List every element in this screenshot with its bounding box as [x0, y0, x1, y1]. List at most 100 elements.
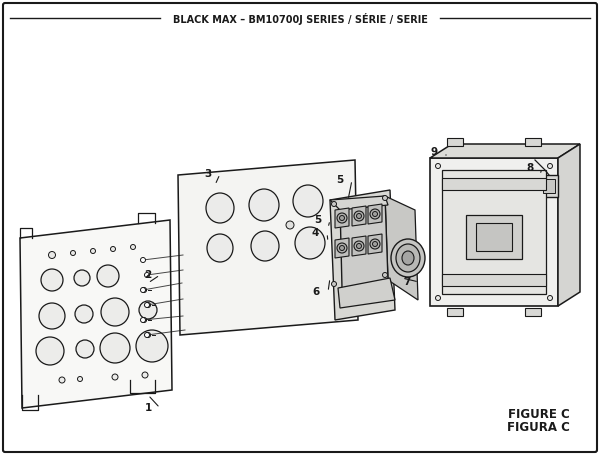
Ellipse shape [340, 246, 344, 251]
Ellipse shape [49, 252, 56, 258]
Ellipse shape [249, 189, 279, 221]
Polygon shape [340, 196, 388, 288]
Polygon shape [430, 144, 580, 158]
Ellipse shape [145, 303, 149, 308]
Polygon shape [525, 308, 541, 316]
Ellipse shape [76, 340, 94, 358]
Ellipse shape [142, 288, 146, 293]
Ellipse shape [548, 295, 553, 300]
Polygon shape [20, 220, 172, 408]
Ellipse shape [39, 303, 65, 329]
Polygon shape [543, 179, 555, 193]
Polygon shape [335, 208, 349, 228]
Ellipse shape [131, 244, 136, 249]
Polygon shape [368, 204, 382, 224]
Polygon shape [338, 278, 395, 308]
Ellipse shape [142, 372, 148, 378]
Text: 9: 9 [430, 147, 437, 157]
Polygon shape [442, 274, 546, 286]
Ellipse shape [295, 227, 325, 259]
Polygon shape [335, 238, 349, 258]
Text: BLACK MAX – BM10700J SERIES / SÉRIE / SERIE: BLACK MAX – BM10700J SERIES / SÉRIE / SE… [173, 13, 427, 25]
Text: 2: 2 [145, 270, 152, 280]
Ellipse shape [146, 303, 151, 308]
Polygon shape [466, 215, 522, 259]
Ellipse shape [548, 163, 553, 168]
Ellipse shape [337, 213, 347, 223]
Ellipse shape [140, 258, 146, 263]
Ellipse shape [91, 248, 95, 253]
Ellipse shape [383, 196, 388, 201]
Polygon shape [476, 223, 512, 251]
Ellipse shape [331, 202, 337, 207]
Polygon shape [352, 236, 366, 256]
Ellipse shape [436, 295, 440, 300]
Text: 4: 4 [311, 228, 319, 238]
Polygon shape [447, 308, 463, 316]
Ellipse shape [100, 333, 130, 363]
Ellipse shape [136, 330, 168, 362]
Polygon shape [540, 175, 558, 197]
Ellipse shape [74, 270, 90, 286]
Ellipse shape [71, 251, 76, 256]
Ellipse shape [146, 333, 151, 338]
Text: 1: 1 [145, 403, 152, 413]
Polygon shape [352, 206, 366, 226]
Ellipse shape [97, 265, 119, 287]
Text: FIGURE C: FIGURE C [508, 408, 570, 421]
Ellipse shape [286, 221, 294, 229]
Text: 8: 8 [526, 163, 533, 173]
Polygon shape [447, 138, 463, 146]
Ellipse shape [340, 216, 344, 221]
Ellipse shape [139, 301, 157, 319]
Ellipse shape [402, 251, 414, 265]
Ellipse shape [293, 185, 323, 217]
Ellipse shape [436, 163, 440, 168]
Polygon shape [442, 178, 546, 190]
Polygon shape [178, 160, 358, 335]
Ellipse shape [142, 318, 146, 323]
Ellipse shape [370, 239, 380, 249]
Ellipse shape [373, 242, 377, 247]
Ellipse shape [331, 282, 337, 287]
Text: 7: 7 [403, 277, 410, 287]
Polygon shape [385, 196, 418, 300]
Ellipse shape [75, 305, 93, 323]
Ellipse shape [356, 243, 361, 248]
Ellipse shape [140, 318, 146, 323]
Ellipse shape [207, 234, 233, 262]
Ellipse shape [383, 273, 388, 278]
Text: FIGURA C: FIGURA C [507, 421, 570, 434]
Ellipse shape [373, 212, 377, 217]
Polygon shape [525, 138, 541, 146]
Ellipse shape [337, 243, 347, 253]
Ellipse shape [145, 273, 149, 278]
Ellipse shape [77, 376, 83, 381]
Ellipse shape [59, 377, 65, 383]
Ellipse shape [101, 298, 129, 326]
Ellipse shape [110, 247, 115, 252]
Ellipse shape [140, 288, 146, 293]
Polygon shape [330, 190, 395, 320]
Polygon shape [368, 234, 382, 254]
Ellipse shape [356, 213, 361, 218]
Ellipse shape [354, 211, 364, 221]
Polygon shape [430, 158, 558, 306]
Ellipse shape [36, 337, 64, 365]
Text: 5: 5 [337, 175, 344, 185]
Ellipse shape [251, 231, 279, 261]
Polygon shape [330, 196, 388, 210]
Ellipse shape [354, 241, 364, 251]
Polygon shape [558, 144, 580, 306]
Ellipse shape [396, 244, 420, 272]
Ellipse shape [41, 269, 63, 291]
Ellipse shape [145, 333, 149, 338]
Ellipse shape [112, 374, 118, 380]
Ellipse shape [391, 239, 425, 277]
Text: 5: 5 [314, 215, 322, 225]
Text: 6: 6 [313, 287, 320, 297]
Text: 3: 3 [205, 169, 212, 179]
Ellipse shape [370, 209, 380, 219]
Ellipse shape [206, 193, 234, 223]
Polygon shape [442, 170, 546, 294]
